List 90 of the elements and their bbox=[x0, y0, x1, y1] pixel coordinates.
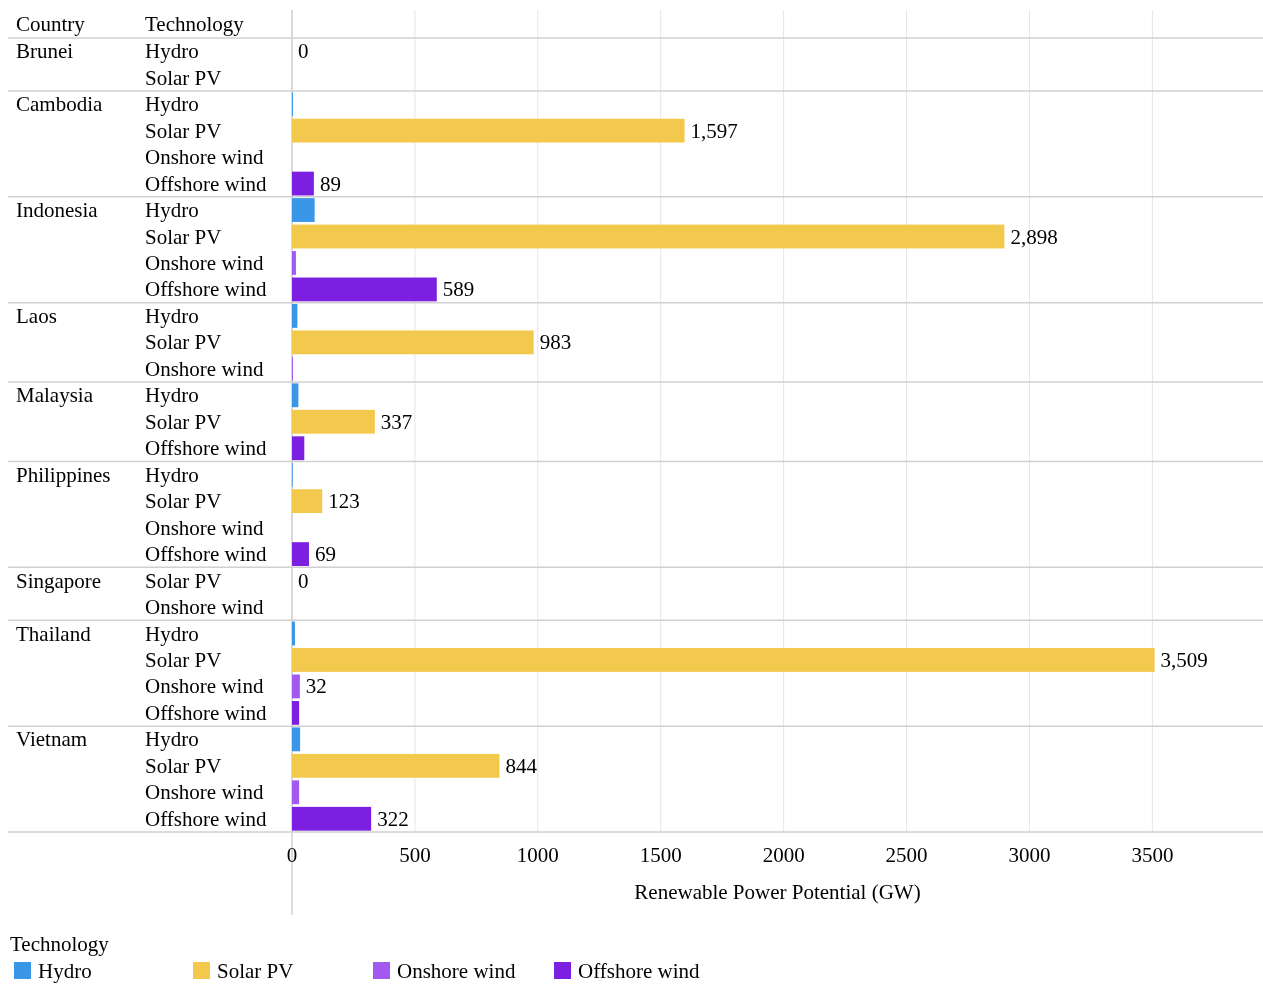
bar bbox=[292, 648, 1155, 672]
y-tick-label: Solar PV bbox=[145, 118, 222, 143]
y-tick-label: Onshore wind bbox=[145, 780, 264, 805]
y-tick-label: Onshore wind bbox=[145, 674, 264, 699]
text: Vietnam bbox=[16, 727, 88, 752]
data-label: 1,597 bbox=[690, 118, 738, 143]
y-tick-label: Hydro bbox=[145, 39, 199, 64]
y-axis-title: Technology bbox=[145, 12, 245, 36]
y-tick-label: Hydro bbox=[145, 621, 199, 646]
text: Indonesia bbox=[16, 198, 99, 223]
bar bbox=[292, 303, 298, 328]
x-axis-title: Renewable Power Potential (GW) bbox=[634, 880, 921, 904]
bar bbox=[292, 251, 296, 275]
y-tick-label: Solar PV bbox=[145, 753, 222, 778]
bar bbox=[292, 674, 300, 699]
x-tick-label: 0 bbox=[286, 843, 298, 867]
data-label: 89 bbox=[319, 171, 341, 196]
y-tick-label: Hydro bbox=[145, 198, 199, 223]
text: Laos bbox=[16, 303, 57, 328]
data-label: 3,509 bbox=[1160, 647, 1208, 672]
x-tick-label: 1000 bbox=[516, 843, 559, 867]
data-label: 123 bbox=[328, 489, 360, 514]
data-label: 32 bbox=[305, 674, 327, 699]
bar bbox=[292, 383, 299, 408]
legend-title: Technology bbox=[10, 932, 110, 956]
bar bbox=[292, 542, 309, 567]
data-label: 337 bbox=[380, 409, 413, 434]
y-tick-label: Offshore wind bbox=[145, 806, 268, 831]
y-tick-label: Onshore wind bbox=[145, 356, 264, 381]
y-tick-label: Offshore wind bbox=[145, 171, 268, 196]
text: Cambodia bbox=[16, 92, 103, 117]
bar bbox=[292, 330, 534, 355]
data-label: 589 bbox=[442, 277, 475, 302]
bar bbox=[292, 780, 300, 805]
data-label: 2,898 bbox=[1010, 224, 1058, 249]
y-tick-label: Offshore wind bbox=[145, 436, 268, 461]
bar bbox=[292, 224, 1005, 249]
bar bbox=[292, 489, 323, 514]
x-tick-label: 3500 bbox=[1131, 843, 1174, 867]
y-tick-label: Hydro bbox=[145, 462, 199, 487]
data-label: 322 bbox=[377, 806, 409, 831]
y-tick-label: Hydro bbox=[145, 383, 199, 408]
x-tick-label: 2000 bbox=[762, 843, 805, 867]
y-tick-label: Hydro bbox=[145, 727, 199, 752]
legend-label: Hydro bbox=[38, 959, 92, 983]
text: Thailand bbox=[16, 621, 92, 646]
data-label: 69 bbox=[314, 542, 336, 567]
bar bbox=[292, 436, 305, 461]
x-tick-label: 500 bbox=[399, 843, 431, 867]
bar bbox=[292, 621, 295, 646]
text: Singapore bbox=[16, 568, 102, 593]
y-tick-label: Hydro bbox=[145, 303, 199, 328]
bar bbox=[292, 277, 437, 302]
y-tick-label: Offshore wind bbox=[145, 700, 268, 725]
x-tick-label: 2500 bbox=[885, 843, 928, 867]
data-label: 983 bbox=[539, 330, 572, 355]
y-tick-label: Solar PV bbox=[145, 489, 222, 514]
y-tick-label: Onshore wind bbox=[145, 145, 264, 170]
y-tick-label: Offshore wind bbox=[145, 277, 268, 302]
x-tick-label: 3000 bbox=[1008, 843, 1051, 867]
bar bbox=[292, 118, 685, 143]
y-tick-label: Offshore wind bbox=[145, 542, 268, 567]
y-tick-label: Solar PV bbox=[145, 409, 222, 434]
y-tick-label: Onshore wind bbox=[145, 595, 264, 620]
text: Malaysia bbox=[16, 383, 94, 408]
text: Philippines bbox=[16, 462, 111, 487]
legend-label: Onshore wind bbox=[397, 959, 516, 983]
y-tick-label: Solar PV bbox=[145, 65, 222, 90]
text: Country bbox=[16, 12, 86, 36]
y-tick-label: Onshore wind bbox=[145, 250, 264, 275]
bar bbox=[292, 198, 315, 222]
bar bbox=[292, 806, 372, 831]
legend-label: Offshore wind bbox=[578, 959, 701, 983]
bar bbox=[292, 700, 300, 725]
data-label: 0 bbox=[298, 39, 309, 64]
text: Brunei bbox=[16, 39, 74, 64]
y-tick-label: Onshore wind bbox=[145, 515, 264, 540]
data-label: 844 bbox=[505, 753, 538, 778]
y-tick-label: Hydro bbox=[145, 92, 199, 117]
data-label: 0 bbox=[298, 568, 309, 593]
bar bbox=[292, 171, 314, 196]
y-tick-label: Solar PV bbox=[145, 568, 222, 593]
y-tick-label: Solar PV bbox=[145, 330, 222, 355]
bar bbox=[292, 409, 375, 434]
y-tick-label: Solar PV bbox=[145, 224, 222, 249]
bar bbox=[292, 727, 301, 752]
legend-label: Solar PV bbox=[217, 959, 294, 983]
y-tick-label: Solar PV bbox=[145, 647, 222, 672]
bar bbox=[292, 753, 500, 778]
x-tick-label: 1500 bbox=[639, 843, 682, 867]
